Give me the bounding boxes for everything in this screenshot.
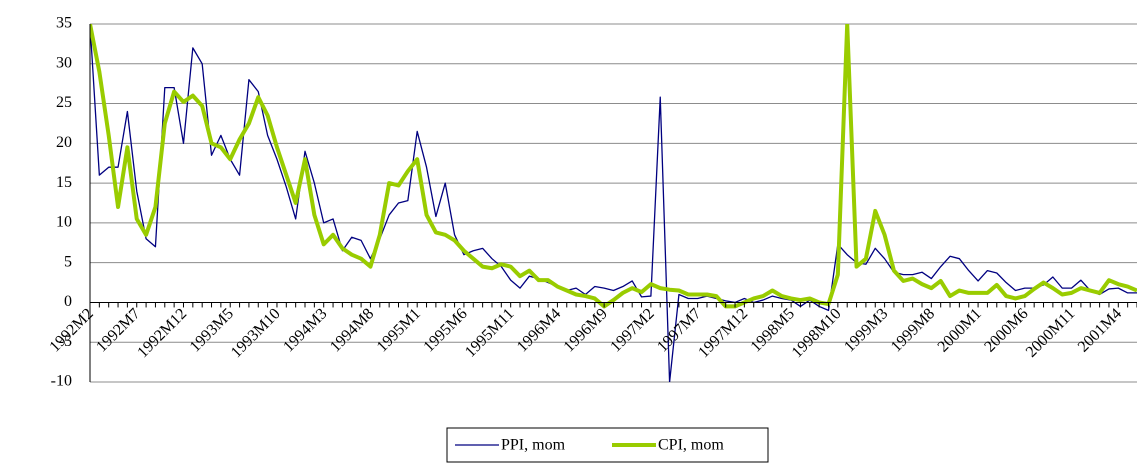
axes: -10-5051015202530351992M21992M71992M1219… xyxy=(46,15,1137,390)
x-tick-label: 2001M4 xyxy=(1075,305,1125,355)
x-tick-label: 1996M4 xyxy=(514,305,564,355)
x-tick-label: 1995M1 xyxy=(374,305,424,355)
legend-label: PPI, mom xyxy=(501,437,566,454)
y-tick-label: 35 xyxy=(56,15,72,32)
legend-label: CPI, mom xyxy=(658,437,724,454)
y-tick-label: -10 xyxy=(51,373,72,390)
y-tick-label: 20 xyxy=(56,134,72,151)
y-tick-label: -5 xyxy=(59,333,72,350)
x-tick-label: 1997M12 xyxy=(695,305,751,361)
x-tick-label: 1998M10 xyxy=(789,305,845,361)
grid xyxy=(90,23,1137,383)
line-series xyxy=(90,24,1137,382)
x-tick-label: 1999M3 xyxy=(841,305,891,355)
x-tick-label: 1999M8 xyxy=(888,305,938,355)
y-tick-label: 5 xyxy=(64,253,72,270)
y-tick-label: 15 xyxy=(56,174,72,191)
y-tick-label: 10 xyxy=(56,214,72,231)
legend-box xyxy=(446,427,769,463)
x-tick-label: 1997M2 xyxy=(607,305,657,355)
x-tick-label: 1994M3 xyxy=(280,305,330,355)
x-tick-label: 2000M1 xyxy=(935,305,985,355)
x-tick-label: 1993M10 xyxy=(228,305,284,361)
x-tick-label: 1996M9 xyxy=(561,305,611,355)
x-tick-label: 1995M11 xyxy=(462,305,518,361)
line-series xyxy=(90,24,1137,309)
x-tick-label: 1994M8 xyxy=(327,305,377,355)
plot-area xyxy=(90,24,1137,382)
y-tick-label: 0 xyxy=(64,293,72,310)
y-tick-label: 25 xyxy=(56,94,72,111)
y-tick-label: 30 xyxy=(56,54,72,71)
legend: PPI, mom CPI, mom xyxy=(455,437,724,454)
x-tick-label: 2000M11 xyxy=(1023,305,1079,361)
x-tick-label: 1992M12 xyxy=(134,305,190,361)
